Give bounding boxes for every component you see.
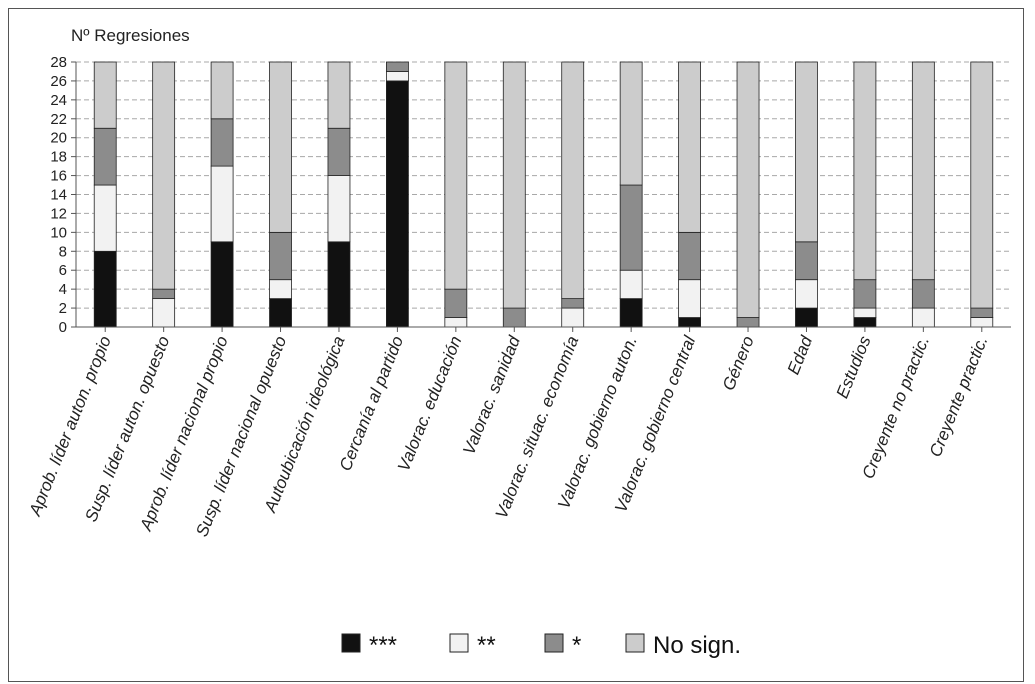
bar-segment-valorac-gobierno-auton bbox=[619, 184, 643, 271]
bar-segment-autoubicacion-ideologica bbox=[327, 127, 351, 176]
bar-segment-valorac-gobierno-central bbox=[678, 61, 701, 233]
bar-segment-aprob-lider-auton-propio bbox=[93, 61, 117, 129]
bar-segment-creyente-practic bbox=[970, 61, 994, 309]
bar-segment-edad bbox=[795, 307, 818, 328]
bar-segment-valorac-gobierno-central bbox=[678, 279, 701, 318]
y-tick-label: 24 bbox=[50, 92, 67, 109]
bar-segment-cercania-al-partido bbox=[386, 61, 409, 72]
y-axis-label: Nº Regresiones bbox=[71, 26, 190, 45]
bar-segment-susp-lider-auton-opuesto bbox=[152, 298, 176, 328]
bar-segment-susp-lider-auton-opuesto bbox=[152, 61, 176, 290]
bar-segment-aprob-lider-auton-propio bbox=[93, 127, 117, 186]
bar-segment-valorac-gobierno-central bbox=[678, 317, 701, 328]
legend-label: * bbox=[572, 632, 581, 659]
bar-segment-valorac-educacion bbox=[444, 288, 468, 318]
category-label: Creyente practic. bbox=[926, 333, 992, 459]
bar-segment-susp-lider-auton-opuesto bbox=[152, 288, 176, 300]
bar-segment-valorac-situac-economia bbox=[561, 298, 585, 309]
bar-segment-aprob-lider-auton-propio bbox=[93, 184, 117, 252]
category-label: Edad bbox=[784, 333, 817, 377]
legend-label: No sign. bbox=[653, 632, 741, 659]
bar-segment-estudios bbox=[853, 279, 877, 309]
legend-swatch-stars-3 bbox=[341, 633, 361, 653]
bar-segment-susp-lider-nacional-opuesto bbox=[269, 298, 292, 328]
category-label: Cercanía al partido bbox=[336, 333, 407, 473]
y-tick-label: 18 bbox=[50, 149, 67, 166]
bar-segment-valorac-educacion bbox=[444, 61, 468, 290]
y-tick-label: 22 bbox=[50, 111, 67, 128]
bar-segment-edad bbox=[795, 241, 818, 281]
bar-segment-creyente-practic bbox=[970, 317, 994, 328]
bar-segment-edad bbox=[795, 279, 818, 309]
bar-segment-aprob-lider-nacional-propio bbox=[210, 165, 234, 243]
bar-segment-genero bbox=[736, 317, 760, 328]
y-tick-label: 28 bbox=[50, 54, 67, 71]
y-tick-label: 16 bbox=[50, 168, 67, 185]
axes bbox=[71, 61, 1011, 332]
y-tick-label: 26 bbox=[50, 73, 67, 90]
category-label: Valorac. sanidad bbox=[459, 333, 524, 457]
category-label: Estudios bbox=[833, 333, 875, 401]
bar-segment-cercania-al-partido bbox=[386, 71, 409, 82]
y-tick-label: 20 bbox=[50, 130, 67, 147]
bar-segment-valorac-gobierno-auton bbox=[619, 269, 643, 300]
legend-swatch-stars-1 bbox=[544, 633, 564, 653]
bar-segment-aprob-lider-auton-propio bbox=[93, 250, 117, 328]
bar-segment-susp-lider-nacional-opuesto bbox=[269, 231, 292, 281]
bar-segment-estudios bbox=[853, 317, 877, 328]
bars bbox=[93, 61, 994, 328]
legend-swatch-no-sign bbox=[625, 633, 645, 653]
bar-segment-estudios bbox=[853, 307, 877, 318]
legend-label: *** bbox=[369, 632, 397, 659]
bar-segment-susp-lider-nacional-opuesto bbox=[269, 61, 292, 233]
chart-frame: 0 2 4 6 8 10 12 14 16 18 20 22 24 26 28 Aprob. líder a… bbox=[8, 8, 1024, 682]
bar-segment-valorac-gobierno-auton bbox=[619, 61, 643, 186]
legend-label: ** bbox=[477, 632, 496, 659]
category-label: Género bbox=[719, 333, 758, 393]
bar-segment-creyente-no-practic bbox=[911, 307, 935, 328]
legend: *** ** * No sign. bbox=[341, 632, 741, 659]
legend-swatch-stars-2 bbox=[449, 633, 469, 653]
bar-segment-susp-lider-nacional-opuesto bbox=[269, 279, 292, 300]
bar-segment-valorac-sanidad bbox=[502, 61, 526, 309]
bar-segment-estudios bbox=[853, 61, 877, 281]
bar-segment-valorac-gobierno-central bbox=[678, 231, 701, 281]
bar-segment-creyente-practic bbox=[970, 307, 994, 318]
bar-segment-aprob-lider-nacional-propio bbox=[210, 241, 234, 328]
y-tick-label: 0 bbox=[59, 319, 67, 336]
bar-segment-autoubicacion-ideologica bbox=[327, 61, 351, 129]
bar-segment-valorac-sanidad bbox=[502, 307, 526, 328]
bar-segment-aprob-lider-nacional-propio bbox=[210, 61, 234, 120]
y-tick-label: 2 bbox=[59, 300, 67, 317]
bar-segment-valorac-educacion bbox=[444, 317, 468, 328]
bar-segment-valorac-situac-economia bbox=[561, 61, 585, 300]
y-tick-label: 10 bbox=[50, 224, 67, 241]
category-label: Creyente no practic. bbox=[858, 333, 933, 481]
bar-segment-cercania-al-partido bbox=[386, 80, 409, 328]
bar-segment-aprob-lider-nacional-propio bbox=[210, 118, 234, 167]
y-tick-label: 6 bbox=[59, 262, 67, 279]
y-tick-label: 8 bbox=[59, 243, 67, 260]
bar-segment-genero bbox=[736, 61, 760, 318]
bar-segment-valorac-situac-economia bbox=[561, 307, 585, 328]
bar-segment-valorac-gobierno-auton bbox=[619, 298, 643, 328]
y-tick-label: 4 bbox=[59, 281, 67, 298]
bar-segment-edad bbox=[795, 61, 818, 243]
y-tick-label: 12 bbox=[50, 205, 67, 222]
bar-segment-autoubicacion-ideologica bbox=[327, 241, 351, 328]
category-label: Valorac. educación bbox=[394, 333, 466, 474]
bar-segment-creyente-no-practic bbox=[911, 279, 935, 309]
bar-segment-creyente-no-practic bbox=[911, 61, 935, 281]
y-tick-label: 14 bbox=[50, 187, 67, 204]
bar-segment-autoubicacion-ideologica bbox=[327, 175, 351, 243]
